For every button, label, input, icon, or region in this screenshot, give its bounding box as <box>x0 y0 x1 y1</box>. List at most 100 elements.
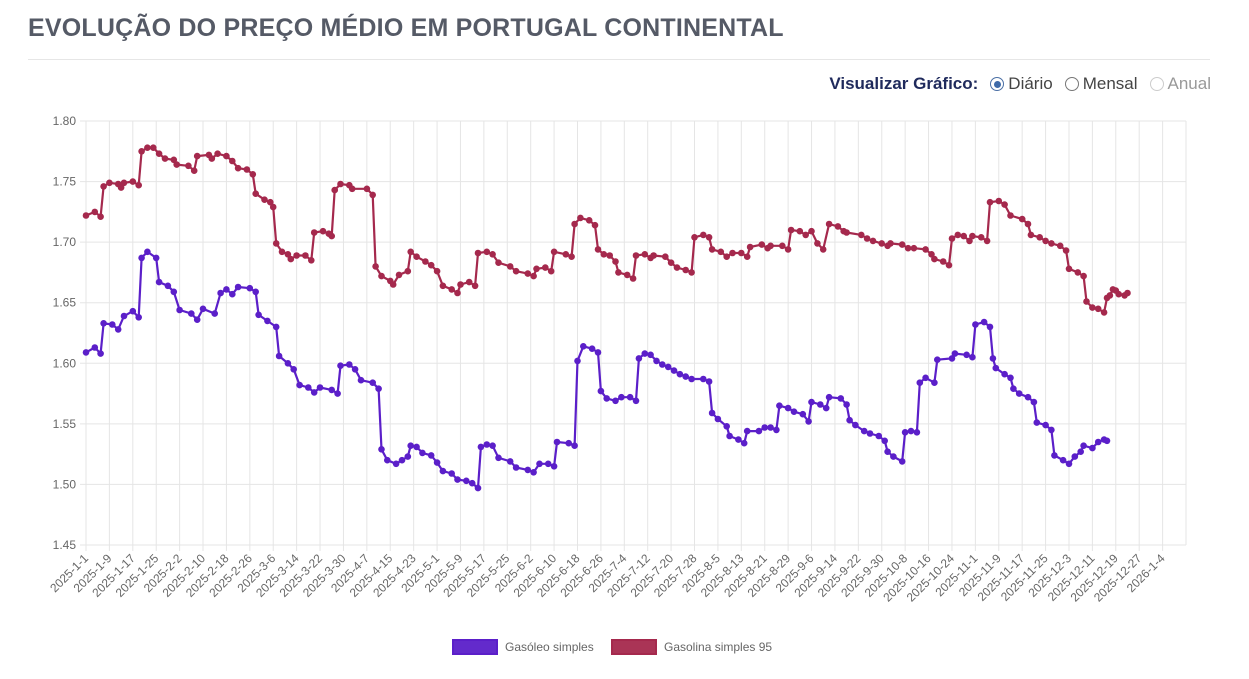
data-point[interactable] <box>1015 390 1023 397</box>
data-point[interactable] <box>1094 438 1102 446</box>
data-point[interactable] <box>852 421 859 429</box>
data-point[interactable] <box>302 252 309 259</box>
data-point[interactable] <box>887 240 894 247</box>
data-point[interactable] <box>939 258 947 265</box>
radio-option-mensal[interactable]: Mensal <box>1064 74 1138 94</box>
data-point[interactable] <box>185 162 192 170</box>
data-point[interactable] <box>278 248 286 256</box>
data-point[interactable] <box>805 418 812 425</box>
data-point[interactable] <box>337 180 344 188</box>
data-point[interactable] <box>1018 215 1026 223</box>
data-point[interactable] <box>799 410 807 418</box>
data-point[interactable] <box>1115 290 1122 298</box>
data-point[interactable] <box>1106 292 1114 299</box>
data-point[interactable] <box>705 234 713 241</box>
data-point[interactable] <box>284 251 292 258</box>
data-point[interactable] <box>422 258 429 265</box>
data-point[interactable] <box>439 467 447 475</box>
data-point[interactable] <box>814 240 821 247</box>
data-point[interactable] <box>568 253 575 260</box>
data-point[interactable] <box>928 251 935 258</box>
data-point[interactable] <box>758 241 766 248</box>
data-point[interactable] <box>1103 437 1111 445</box>
data-point[interactable] <box>439 282 447 290</box>
data-point[interactable] <box>135 314 142 321</box>
data-point[interactable] <box>433 459 441 466</box>
data-point[interactable] <box>931 255 938 263</box>
data-point[interactable] <box>995 197 1003 205</box>
data-point[interactable] <box>1042 237 1049 245</box>
data-point[interactable] <box>170 288 178 296</box>
data-point[interactable] <box>357 376 365 384</box>
data-point[interactable] <box>960 232 967 240</box>
data-point[interactable] <box>188 310 195 317</box>
data-point[interactable] <box>533 265 540 273</box>
data-point[interactable] <box>884 448 891 456</box>
data-point[interactable] <box>495 454 502 462</box>
data-point[interactable] <box>1056 242 1064 250</box>
data-point[interactable] <box>729 249 736 257</box>
data-point[interactable] <box>316 384 324 391</box>
data-point[interactable] <box>243 166 251 173</box>
data-point[interactable] <box>1024 220 1032 228</box>
data-point[interactable] <box>1094 305 1102 313</box>
data-point[interactable] <box>272 323 280 331</box>
data-point[interactable] <box>287 255 295 263</box>
data-point[interactable] <box>530 272 537 280</box>
data-point[interactable] <box>1030 398 1038 406</box>
data-point[interactable] <box>100 320 107 327</box>
chart-legend[interactable]: Gasóleo simples Gasolina simples 95 <box>452 639 772 655</box>
data-point[interactable] <box>454 289 461 297</box>
data-point[interactable] <box>913 429 921 436</box>
data-point[interactable] <box>392 460 400 468</box>
data-point[interactable] <box>858 231 865 239</box>
data-point[interactable] <box>954 231 962 239</box>
data-point[interactable] <box>308 257 315 264</box>
data-point[interactable] <box>261 196 268 203</box>
data-point[interactable] <box>662 253 669 260</box>
data-point[interactable] <box>407 248 415 256</box>
data-point[interactable] <box>1089 304 1096 311</box>
data-point[interactable] <box>869 237 877 245</box>
data-point[interactable] <box>223 286 230 293</box>
data-point[interactable] <box>594 246 602 253</box>
data-point[interactable] <box>1083 298 1090 305</box>
data-point[interactable] <box>735 436 742 443</box>
data-point[interactable] <box>963 351 970 359</box>
data-point[interactable] <box>676 370 684 378</box>
data-point[interactable] <box>890 453 897 460</box>
data-point[interactable] <box>983 237 991 245</box>
data-point[interactable] <box>802 231 809 239</box>
data-point[interactable] <box>688 375 695 383</box>
legend-label[interactable]: Gasolina simples 95 <box>664 640 772 654</box>
data-point[interactable] <box>817 401 824 408</box>
data-point[interactable] <box>767 242 774 250</box>
data-point[interactable] <box>363 185 371 193</box>
data-point[interactable] <box>378 272 385 280</box>
data-point[interactable] <box>714 415 722 423</box>
data-point[interactable] <box>208 155 216 162</box>
data-point[interactable] <box>483 441 491 448</box>
data-point[interactable] <box>310 389 318 396</box>
data-point[interactable] <box>199 305 207 313</box>
data-point[interactable] <box>632 397 640 405</box>
data-point[interactable] <box>489 251 496 258</box>
radio-button-diario[interactable] <box>990 77 1005 91</box>
data-point[interactable] <box>369 191 377 199</box>
data-point[interactable] <box>600 251 608 258</box>
data-point[interactable] <box>275 352 283 360</box>
data-point[interactable] <box>211 310 218 317</box>
data-point[interactable] <box>948 235 956 242</box>
data-point[interactable] <box>398 456 406 464</box>
data-point[interactable] <box>612 258 619 265</box>
data-point[interactable] <box>1024 393 1032 401</box>
data-point[interactable] <box>980 318 988 326</box>
data-point[interactable] <box>626 393 634 401</box>
data-point[interactable] <box>372 263 379 270</box>
data-point[interactable] <box>109 321 116 328</box>
data-point[interactable] <box>787 226 795 234</box>
data-point[interactable] <box>705 378 713 385</box>
data-point[interactable] <box>822 404 830 412</box>
data-point[interactable] <box>784 404 792 412</box>
data-point[interactable] <box>1027 231 1035 239</box>
